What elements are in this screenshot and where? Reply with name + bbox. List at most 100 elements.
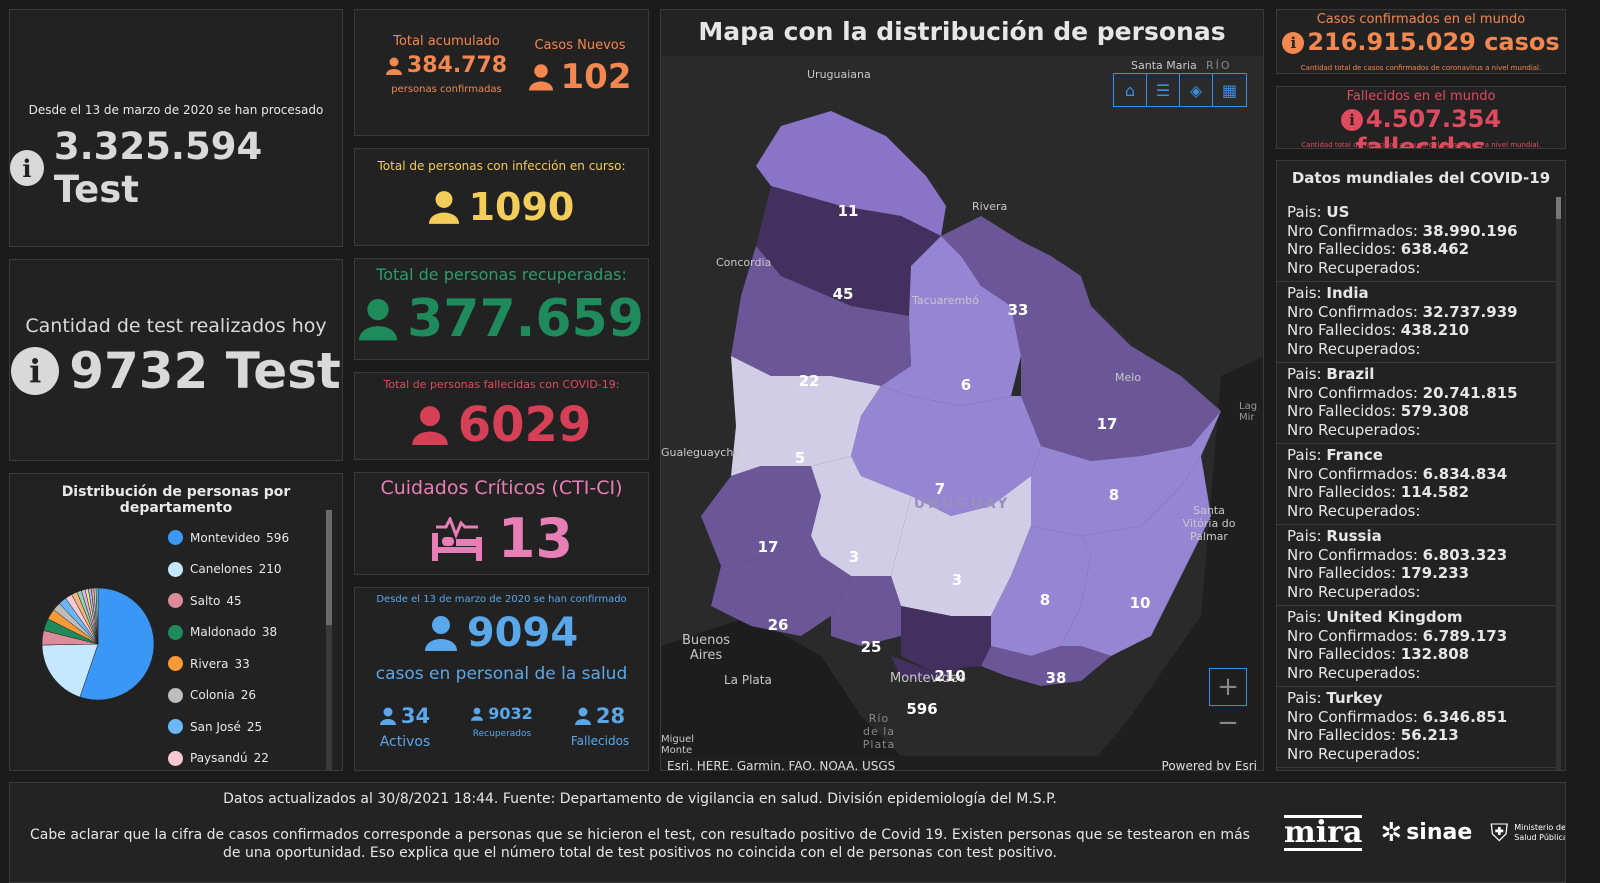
pie-slice[interactable] — [79, 587, 155, 701]
confirmed-label: Nro Confirmados: — [1287, 383, 1418, 402]
department-san-jose[interactable] — [831, 576, 901, 646]
legend-item[interactable]: Paysandú 22 — [168, 743, 318, 771]
map-canvas[interactable]: 11 45 33 22 6 17 5 7 8 17 3 3 8 10 26 25… — [661, 56, 1264, 771]
zoom-out-button[interactable]: − — [1217, 708, 1239, 738]
legend-item[interactable]: Canelones 210 — [168, 554, 318, 586]
country-name: India — [1326, 284, 1369, 302]
place-label: Tacuarembó — [912, 294, 979, 307]
logo-mira: mira — [1284, 814, 1363, 851]
info-icon: i — [10, 150, 44, 186]
legend-list-icon[interactable]: ☰ — [1147, 74, 1180, 106]
logo-sinae: ✲ sinae — [1380, 818, 1472, 848]
powered-by-esri[interactable]: Powered by Esri — [1161, 759, 1257, 771]
legend-label: Montevideo — [190, 530, 261, 545]
basemap-grid-icon[interactable]: ▦ — [1221, 80, 1238, 100]
legend-item[interactable]: Montevideo 596 — [168, 522, 318, 554]
country-item[interactable]: Pais: France Nro Confirmados: 6.834.834 Nr… — [1277, 444, 1557, 525]
tests-total-panel: Desde el 13 de marzo de 2020 se han proc… — [9, 9, 343, 247]
country-confirmed: 6.803.323 — [1422, 545, 1508, 564]
department-canelones[interactable] — [901, 606, 991, 671]
country-confirmed: 32.737.939 — [1422, 302, 1518, 321]
place-label: Montevideo — [890, 671, 967, 686]
distribution-scrollbar[interactable] — [326, 510, 332, 770]
place-label: Miguel Monte — [661, 734, 695, 756]
confirmed-label: Nro Confirmados: — [1287, 545, 1418, 564]
pais-label: Pais: — [1287, 608, 1322, 626]
legend-item[interactable]: Colonia 26 — [168, 680, 318, 712]
country-item[interactable]: Pais: Brazil Nro Confirmados: 20.741.815 N… — [1277, 363, 1557, 444]
dept-count: 596 — [906, 700, 937, 718]
person-icon — [411, 406, 448, 445]
pie-slice[interactable] — [41, 643, 99, 698]
uruguay-map[interactable]: 11 45 33 22 6 17 5 7 8 17 3 3 8 10 26 25… — [661, 56, 1264, 771]
dept-count: 3 — [849, 548, 859, 566]
dept-count: 17 — [758, 538, 779, 556]
country-confirmed: 6.789.173 — [1422, 626, 1508, 645]
legend-item[interactable]: Rivera 33 — [168, 648, 318, 680]
legend-swatch — [168, 530, 183, 546]
country-confirmed: 38.990.196 — [1422, 221, 1518, 240]
department-maldonado[interactable] — [981, 646, 1111, 686]
pais-label: Pais: — [1287, 689, 1322, 707]
home-icon[interactable]: ⌂ — [1114, 74, 1147, 106]
tests-total-value: 3.325.594 Test — [53, 125, 263, 211]
tests-today-panel: Cantidad de test realizados hoy i 9732 T… — [9, 259, 343, 461]
sinae-text: sinae — [1406, 820, 1473, 845]
place-label: Santa Maria — [1131, 59, 1197, 72]
department-artigas[interactable] — [756, 111, 946, 236]
world-deaths-value: 4.507.354 fallecidos — [1356, 105, 1502, 149]
department-rivera[interactable] — [941, 216, 1091, 326]
dept-count: 8 — [1109, 486, 1119, 504]
dept-count: 7 — [935, 480, 945, 498]
attribution-text[interactable]: Esri, HERE, Garmin, FAO, NOAA, USGS — [667, 759, 896, 771]
legend-value: 25 — [246, 719, 263, 734]
country-deaths: 56.213 — [1400, 726, 1459, 744]
recovered-label: Nro Recuperados: — [1287, 744, 1421, 763]
health-staff-value: 9094 — [466, 610, 579, 656]
health-staff-label-bottom: casos en personal de la salud — [375, 664, 628, 684]
confirmed-label: Nro Confirmados: — [1287, 464, 1418, 483]
world-list-scrollbar[interactable] — [1556, 197, 1561, 770]
layers-icon[interactable]: ◈ — [1180, 74, 1213, 106]
department-florida[interactable] — [891, 476, 1031, 616]
country-item[interactable]: Pais: India Nro Confirmados: 32.737.939 Nr… — [1277, 282, 1557, 363]
department-salto[interactable] — [756, 186, 941, 316]
department-rio-negro[interactable] — [731, 356, 881, 476]
legend-value: 38 — [261, 625, 278, 640]
department-colonia[interactable] — [711, 536, 851, 636]
country-item[interactable]: Pais: United Kingdom Nro Confirmados: 6.7… — [1277, 606, 1557, 687]
coat-of-arms-icon: ⛨ — [1490, 818, 1509, 847]
department-montevideo[interactable] — [891, 656, 961, 681]
legend-item[interactable]: San José 25 — [168, 711, 318, 743]
legend-item[interactable]: Maldonado 38 — [168, 617, 318, 649]
hospital-bed-icon — [431, 516, 482, 561]
department-durazno[interactable] — [851, 386, 1041, 516]
pais-label: Pais: — [1287, 446, 1322, 464]
department-tacuarembo[interactable] — [881, 236, 1021, 406]
country-item[interactable]: Pais: Turkey Nro Confirmados: 6.346.851 Nr… — [1277, 687, 1557, 768]
country-item[interactable]: Pais: Russia Nro Confirmados: 6.803.323 Nr… — [1277, 525, 1557, 606]
recovered-label: Nro Recuperados: — [1287, 420, 1421, 439]
pie-slice[interactable] — [95, 587, 99, 645]
legend-value: 33 — [234, 656, 250, 671]
department-cerro-largo[interactable] — [1011, 306, 1221, 461]
department-paysandu[interactable] — [731, 246, 911, 386]
sinae-emblem-icon: ✲ — [1380, 817, 1403, 848]
new-cases-value: 102 — [560, 57, 632, 97]
country-item[interactable]: Pais: US Nro Confirmados: 38.990.196 Nro F… — [1277, 201, 1557, 282]
critical-care-panel: Cuidados Críticos (CTI-CI) 13 — [354, 472, 649, 575]
country-deaths: 438.210 — [1400, 321, 1470, 339]
zoom-in-button[interactable]: + — [1209, 668, 1247, 706]
cases-panel: Total acumulado 384.778 personas confirm… — [354, 9, 649, 136]
pais-label: Pais: — [1287, 284, 1322, 302]
department-treinta-y-tres[interactable] — [1031, 411, 1221, 536]
recovered-panel: Total de personas recuperadas: 377.659 — [354, 258, 649, 360]
confirmed-label: Nro Confirmados: — [1287, 626, 1418, 645]
deaths-label: Nro Fallecidos: — [1287, 321, 1396, 339]
department-soriano[interactable] — [701, 466, 821, 566]
department-flores[interactable] — [811, 456, 911, 576]
legend-swatch — [168, 593, 183, 609]
legend-item[interactable]: Salto 45 — [168, 585, 318, 617]
department-rocha[interactable] — [1061, 456, 1211, 656]
department-lavalleja[interactable] — [991, 526, 1091, 656]
